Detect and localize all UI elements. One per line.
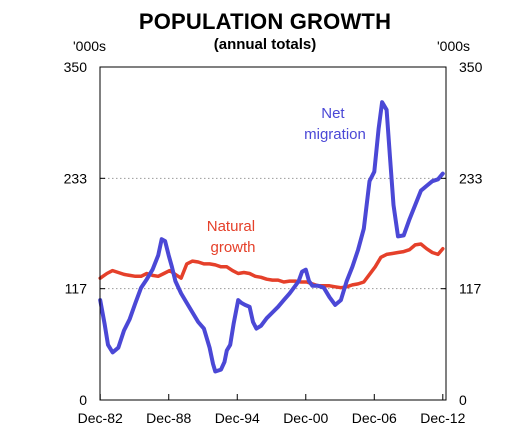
natural-growth-label-line-2: growth	[210, 239, 255, 256]
y-tick-label-right-233: 233	[459, 170, 483, 186]
chart-title: POPULATION GROWTH	[138, 9, 392, 34]
right-axis-unit: '000s	[437, 38, 471, 54]
natural-growth-label-line-1: Natural	[207, 218, 255, 235]
x-tick-label-Dec-82: Dec-82	[78, 410, 123, 426]
net-migration-label-line-1: Net	[321, 105, 345, 122]
net-migration-label: Net migration	[304, 105, 366, 143]
x-tick-label-Dec-88: Dec-88	[146, 410, 191, 426]
gridlines	[100, 177, 446, 290]
axis-tick-labels: 0 0 117 117 233 233 350 350 Dec-82 Dec-88 Dec-94 De…	[64, 59, 483, 426]
y-tick-label-right-117: 117	[459, 281, 482, 297]
y-tick-label-left-0: 0	[79, 392, 87, 408]
plot-frame	[99, 66, 447, 401]
y-tick-label-left-233: 233	[64, 170, 88, 186]
series-layer	[98, 100, 445, 374]
y-tick-label-right-350: 350	[459, 59, 483, 75]
x-tick-label-Dec-06: Dec-06	[352, 410, 397, 426]
net-migration-line	[98, 100, 445, 374]
y-tick-label-right-0: 0	[459, 392, 467, 408]
left-axis-unit: '000s	[73, 38, 107, 54]
net-migration-label-line-2: migration	[304, 126, 366, 143]
natural-growth-label: Natural growth	[207, 218, 260, 256]
x-tick-label-Dec-94: Dec-94	[215, 410, 260, 426]
y-tick-label-left-117: 117	[65, 281, 88, 297]
axis-ticks	[99, 66, 446, 401]
y-tick-label-left-350: 350	[64, 59, 88, 75]
natural-growth-line	[98, 242, 445, 290]
x-tick-label-Dec-12: Dec-12	[420, 410, 465, 426]
chart-subtitle: (annual totals)	[213, 36, 317, 53]
x-tick-label-Dec-00: Dec-00	[283, 410, 328, 426]
